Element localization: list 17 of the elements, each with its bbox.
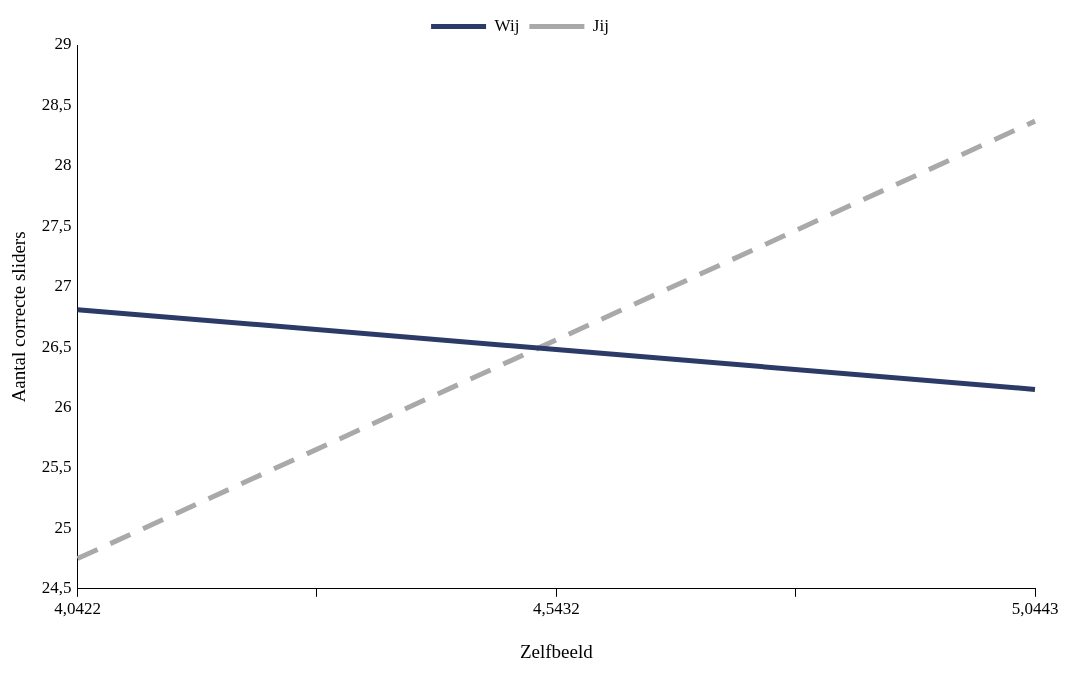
legend-label: Jij	[592, 15, 609, 35]
y-tick-label: 26	[54, 397, 72, 416]
y-tick-label: 28,5	[41, 94, 72, 114]
legend-label: Wij	[494, 15, 520, 35]
x-tick-label: 4,0422	[54, 599, 101, 619]
y-tick-label: 27,5	[41, 215, 72, 235]
y-tick-label: 24,5	[41, 578, 72, 598]
y-tick-label: 29	[54, 34, 72, 54]
x-axis-title: Zelfbeeld	[519, 640, 594, 662]
y-tick-label: 25	[54, 517, 72, 537]
x-tick-label: 5,0443	[1011, 599, 1059, 619]
y-tick-label: 25,5	[41, 457, 72, 477]
x-tick-label: 4,5432	[532, 599, 580, 619]
y-tick-label: 26,5	[41, 336, 72, 356]
y-tick-label: 27	[54, 276, 73, 296]
y-tick-label: 28	[54, 155, 72, 175]
y-axis-title: Aantal correcte sliders	[8, 231, 30, 403]
